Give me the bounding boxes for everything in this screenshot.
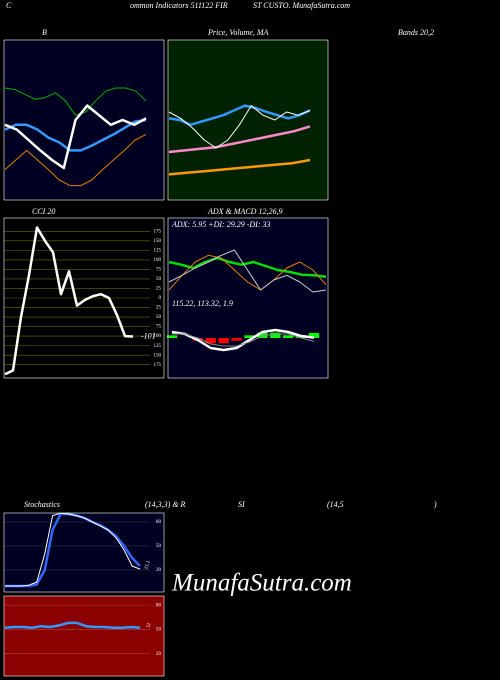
- histogram-bar: [308, 332, 320, 338]
- panel-title: Stochastics: [24, 500, 60, 509]
- panel-title: B: [42, 28, 47, 37]
- y-tick-label: 0: [159, 296, 162, 301]
- header-part: C: [6, 1, 12, 10]
- histogram-bar: [166, 335, 178, 338]
- y-tick-label: 80: [156, 520, 162, 525]
- histogram-bar: [244, 335, 255, 338]
- panel-title: ): [433, 500, 437, 509]
- series-line: [168, 125, 311, 154]
- series-line: [4, 133, 147, 187]
- panel-frame: [3, 217, 165, 379]
- y-tick-label: 25: [156, 287, 162, 292]
- y-tick-label: 75: [156, 268, 162, 273]
- panel-frame: [167, 39, 329, 201]
- panel-title: Bands 20,2: [398, 28, 434, 37]
- series-line: [168, 158, 311, 176]
- histogram-bar: [231, 338, 242, 341]
- value-label: 52: [146, 622, 153, 629]
- y-tick-label: 150: [154, 353, 162, 358]
- panel-background: [4, 40, 164, 200]
- y-tick-label: 150: [154, 239, 162, 244]
- panel-title: ADX & MACD 12,26,9: [207, 207, 282, 216]
- series-line: [4, 104, 147, 170]
- y-tick-label: 20: [156, 652, 162, 657]
- y-tick-label: 175: [154, 363, 162, 368]
- y-tick-label: 50: [156, 544, 162, 549]
- y-tick-label: 80: [156, 603, 162, 608]
- watermark: MunafaSutra.com: [171, 570, 352, 597]
- panel-background: [168, 40, 328, 200]
- histogram-bar: [270, 332, 281, 338]
- histogram-bar: [257, 332, 268, 338]
- panel-background: [168, 218, 328, 298]
- panel-frame: [3, 595, 165, 677]
- series-line: [172, 333, 315, 347]
- histogram-bar: [205, 338, 216, 344]
- y-tick-label: 175: [154, 229, 162, 234]
- series-line: [168, 104, 311, 127]
- histogram-bar: [218, 338, 229, 344]
- y-tick-label: 75: [156, 325, 162, 330]
- panel-title: Price, Volume, MA: [207, 28, 269, 37]
- panel-title: CCI 20: [32, 207, 55, 216]
- y-tick-label: 100: [154, 334, 162, 339]
- y-tick-label: 25: [156, 306, 162, 311]
- annotation: ADX: 5.95 +DI: 29.29 -DI: 33: [171, 220, 271, 229]
- header-part: ST CUSTO. MunafaSutra.com: [253, 1, 350, 10]
- value-label: 21.1: [144, 560, 152, 570]
- series-line: [168, 256, 327, 278]
- y-tick-label: 50: [156, 315, 162, 320]
- series-line: [4, 621, 141, 630]
- annotation: 115.22, 113.32, 1.9: [172, 299, 233, 308]
- panel-frame: [167, 217, 329, 379]
- value-label: -101: [141, 331, 156, 340]
- panel-background: [4, 596, 164, 676]
- panels: 175 150 125 100 75 50 25 0 25 50 75 100 125 150 175 -10…: [3, 39, 329, 677]
- series-line: [4, 226, 134, 376]
- y-tick-label: 50: [156, 277, 162, 282]
- panel-title: (14,3,3) & R: [145, 500, 186, 509]
- panel-frame: [3, 39, 165, 201]
- y-tick-label: 50: [156, 628, 162, 633]
- histogram-bar: [283, 335, 294, 338]
- series-line: [5, 512, 141, 587]
- panel-frame: [3, 512, 165, 593]
- y-tick-label: 125: [154, 249, 162, 254]
- y-tick-label: 100: [154, 258, 162, 263]
- panel-title: SI: [238, 500, 245, 509]
- panel-background: [4, 513, 164, 592]
- series-line: [4, 87, 147, 116]
- series-line: [168, 249, 327, 293]
- y-tick-label: 20: [156, 568, 162, 573]
- series-line: [4, 118, 147, 152]
- y-tick-label: 125: [154, 344, 162, 349]
- header-part: ommon Indicators 511122 FIR: [130, 1, 228, 10]
- series-line: [168, 254, 327, 291]
- series-line: [168, 105, 311, 149]
- panel-title: (14,5: [327, 500, 344, 509]
